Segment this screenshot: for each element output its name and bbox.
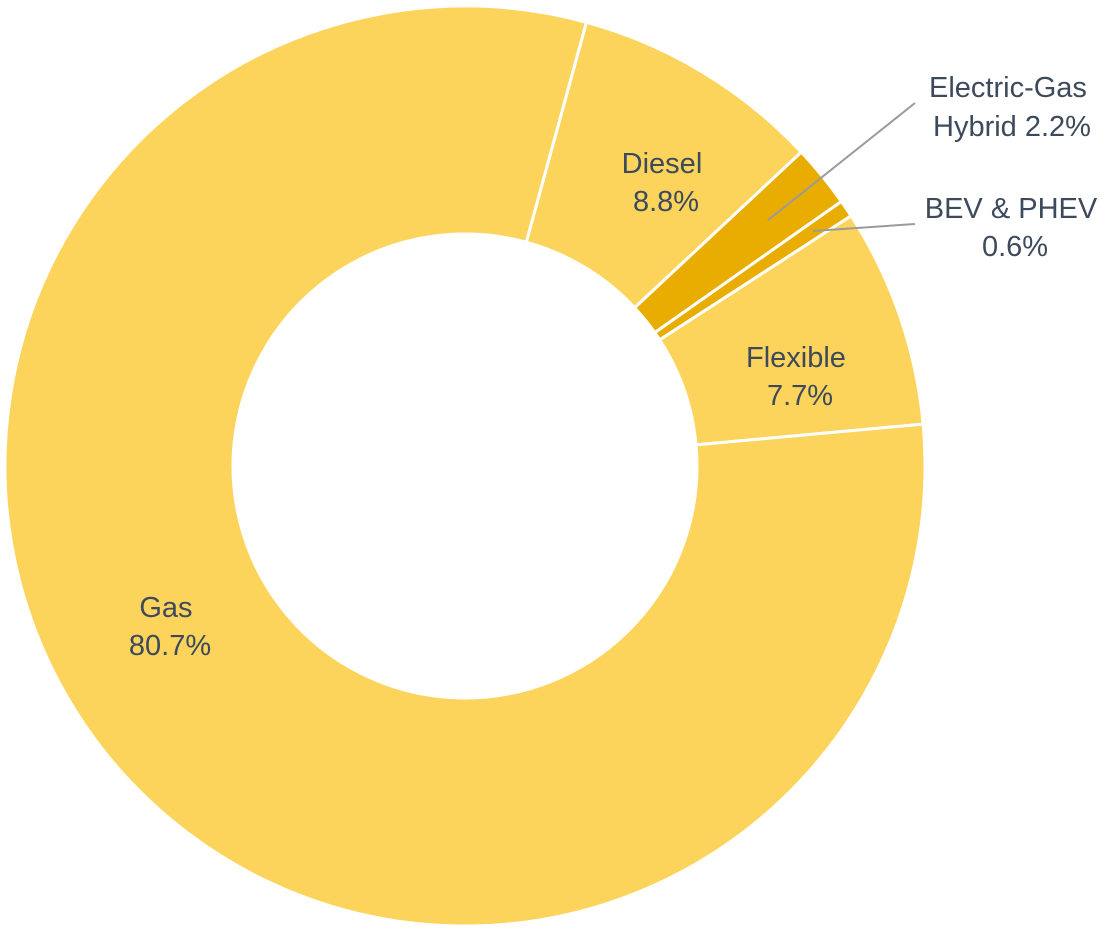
slice-name-electric-gas-hybrid-line1: Electric-Gas [929,72,1087,104]
leader-line-electric-gas-hybrid [767,102,916,222]
slice-label-flexible: Flexible 7.7% [746,342,854,412]
slice-name-electric-gas-hybrid-line2: Hybrid 2.2% [933,111,1091,143]
slice-name-flexible: Flexible [746,342,846,374]
slice-label-bev-phev: BEV & PHEV 0.6% [925,193,1106,263]
slice-name-diesel: Diesel [622,148,703,180]
slice-value-bev-phev: 0.6% [982,231,1048,263]
leader-lines-layer [767,102,916,233]
slice-value-diesel: 8.8% [633,186,699,218]
slice-name-gas: Gas [139,592,192,624]
slice-value-flexible: 7.7% [767,380,833,412]
slices-layer [3,4,927,928]
leader-line-bev-phev [813,223,916,233]
slice-name-bev-phev: BEV & PHEV [925,193,1098,225]
slice-value-gas: 80.7% [129,630,211,662]
slice-label-gas: Gas 80.7% [129,592,211,662]
slice-label-electric-gas-hybrid: Electric-Gas Hybrid 2.2% [929,72,1095,143]
slice-label-diesel: Diesel 8.8% [622,148,711,218]
slice-gas [3,4,927,928]
